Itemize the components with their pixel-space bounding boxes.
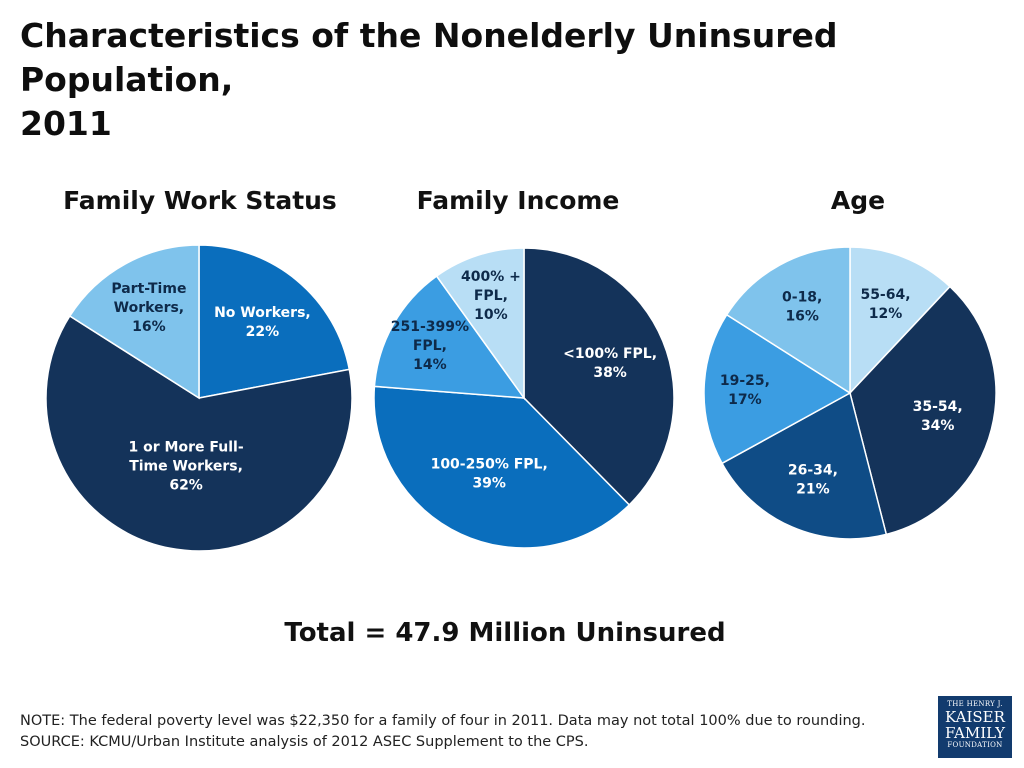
pie-slice-age-1 bbox=[849, 285, 997, 536]
slice-label-line: 26-34, bbox=[788, 462, 838, 478]
title-line-2: 2011 bbox=[20, 104, 112, 143]
slice-label-income-1: 100-250% FPL, 39% bbox=[431, 456, 548, 491]
slice-label-income-2: 251-399% FPL, 14% bbox=[391, 319, 469, 373]
slice-label-line: 400% + bbox=[461, 269, 521, 285]
pie-slice-age-4 bbox=[725, 246, 851, 395]
pie-slice-age-2 bbox=[721, 391, 888, 540]
slice-label-line: 0-18, bbox=[782, 290, 822, 306]
slice-label-line: 1 or More Full- bbox=[129, 440, 244, 456]
slice-label-work-status-2: Part-Time Workers, 16% bbox=[111, 281, 186, 335]
slice-label-line: 10% bbox=[474, 307, 508, 323]
slice-label-age-1: 35-54, 34% bbox=[913, 399, 963, 434]
slice-label-work-status-0: No Workers, 22% bbox=[214, 305, 311, 340]
slice-label-line: 16% bbox=[132, 319, 166, 335]
slice-label-line: <100% FPL, bbox=[563, 346, 657, 362]
slice-label-line: 35-54, bbox=[913, 399, 963, 415]
pie-slice-income-1 bbox=[373, 385, 631, 549]
slice-label-line: 39% bbox=[472, 475, 506, 491]
slice-label-age-4: 0-18, 16% bbox=[782, 290, 822, 325]
slice-label-age-2: 26-34, 21% bbox=[788, 462, 838, 497]
pie-slice-income-2 bbox=[373, 275, 526, 399]
pie-slice-income-0 bbox=[523, 247, 675, 506]
pie-slice-age-3 bbox=[703, 313, 852, 465]
pie-slice-work-status-1 bbox=[45, 314, 353, 552]
slice-label-line: 19-25, bbox=[720, 373, 770, 389]
logo-line-1: THE HENRY J. bbox=[947, 700, 1003, 708]
slice-label-line: 22% bbox=[246, 324, 280, 340]
slice-label-line: Time Workers, bbox=[129, 459, 243, 475]
pie-work-status: No Workers, 22% 1 or More Full- Time Worker… bbox=[45, 244, 353, 552]
slice-label-line: 38% bbox=[593, 365, 627, 381]
logo-line-2: KAISER bbox=[945, 708, 1005, 726]
kaiser-logo: THE HENRY J. KAISER FAMILY FOUNDATION bbox=[938, 696, 1012, 758]
pie-slice-work-status-2 bbox=[68, 244, 200, 400]
slice-label-line: 17% bbox=[728, 392, 762, 408]
source-text: SOURCE: KCMU/Urban Institute analysis of… bbox=[20, 734, 589, 750]
pie-slice-work-status-0 bbox=[198, 244, 351, 399]
pie-slice-income-3 bbox=[435, 247, 525, 401]
logo-line-3: FAMILY bbox=[944, 724, 1006, 742]
slice-label-line: 34% bbox=[921, 418, 955, 434]
pie-title-age: Age bbox=[830, 186, 886, 215]
slice-label-line: No Workers, bbox=[214, 305, 311, 321]
pie-title-income: Family Income bbox=[416, 186, 620, 215]
pie-income: <100% FPL, 38% 100-250% FPL, 39% 251-399% FPL… bbox=[373, 247, 675, 549]
slice-label-line: 21% bbox=[796, 481, 830, 497]
slice-label-work-status-1: 1 or More Full- Time Workers, 62% bbox=[129, 440, 244, 494]
slice-label-line: 16% bbox=[785, 309, 819, 325]
slice-label-age-0: 55-64, 12% bbox=[860, 287, 910, 322]
title-line-1: Characteristics of the Nonelderly Uninsu… bbox=[20, 16, 838, 99]
slice-label-line: 62% bbox=[169, 478, 203, 494]
slice-label-income-0: <100% FPL, 38% bbox=[563, 346, 657, 381]
slice-label-line: 251-399% bbox=[391, 319, 469, 335]
slice-label-line: 14% bbox=[413, 357, 447, 373]
slice-label-line: 100-250% FPL, bbox=[431, 456, 548, 472]
footnote: NOTE: The federal poverty level was $22,… bbox=[20, 711, 865, 753]
logo-line-4: FOUNDATION bbox=[947, 741, 1003, 749]
page-title: Characteristics of the Nonelderly Uninsu… bbox=[20, 14, 980, 146]
pie-title-work-status: Family Work Status bbox=[63, 186, 337, 215]
note-text: NOTE: The federal poverty level was $22,… bbox=[20, 713, 866, 729]
total-uninsured: Total = 47.9 Million Uninsured bbox=[284, 618, 726, 648]
slice-label-line: Part-Time bbox=[111, 281, 186, 297]
slice-label-line: Workers, bbox=[114, 300, 184, 316]
slice-label-line: FPL, bbox=[474, 288, 508, 304]
pie-charts: No Workers, 22% 1 or More Full- Time Worker… bbox=[45, 244, 997, 552]
slice-label-line: 55-64, bbox=[860, 287, 910, 303]
slice-label-line: FPL, bbox=[413, 338, 447, 354]
pie-age: 55-64, 12% 35-54, 34% 26-34, 21% 19-25, 17% 0-18… bbox=[703, 246, 997, 540]
slice-label-line: 12% bbox=[869, 306, 903, 322]
slice-label-income-3: 400% + FPL, 10% bbox=[461, 269, 521, 323]
slice-label-age-3: 19-25, 17% bbox=[720, 373, 770, 408]
pie-slice-age-0 bbox=[849, 246, 952, 395]
